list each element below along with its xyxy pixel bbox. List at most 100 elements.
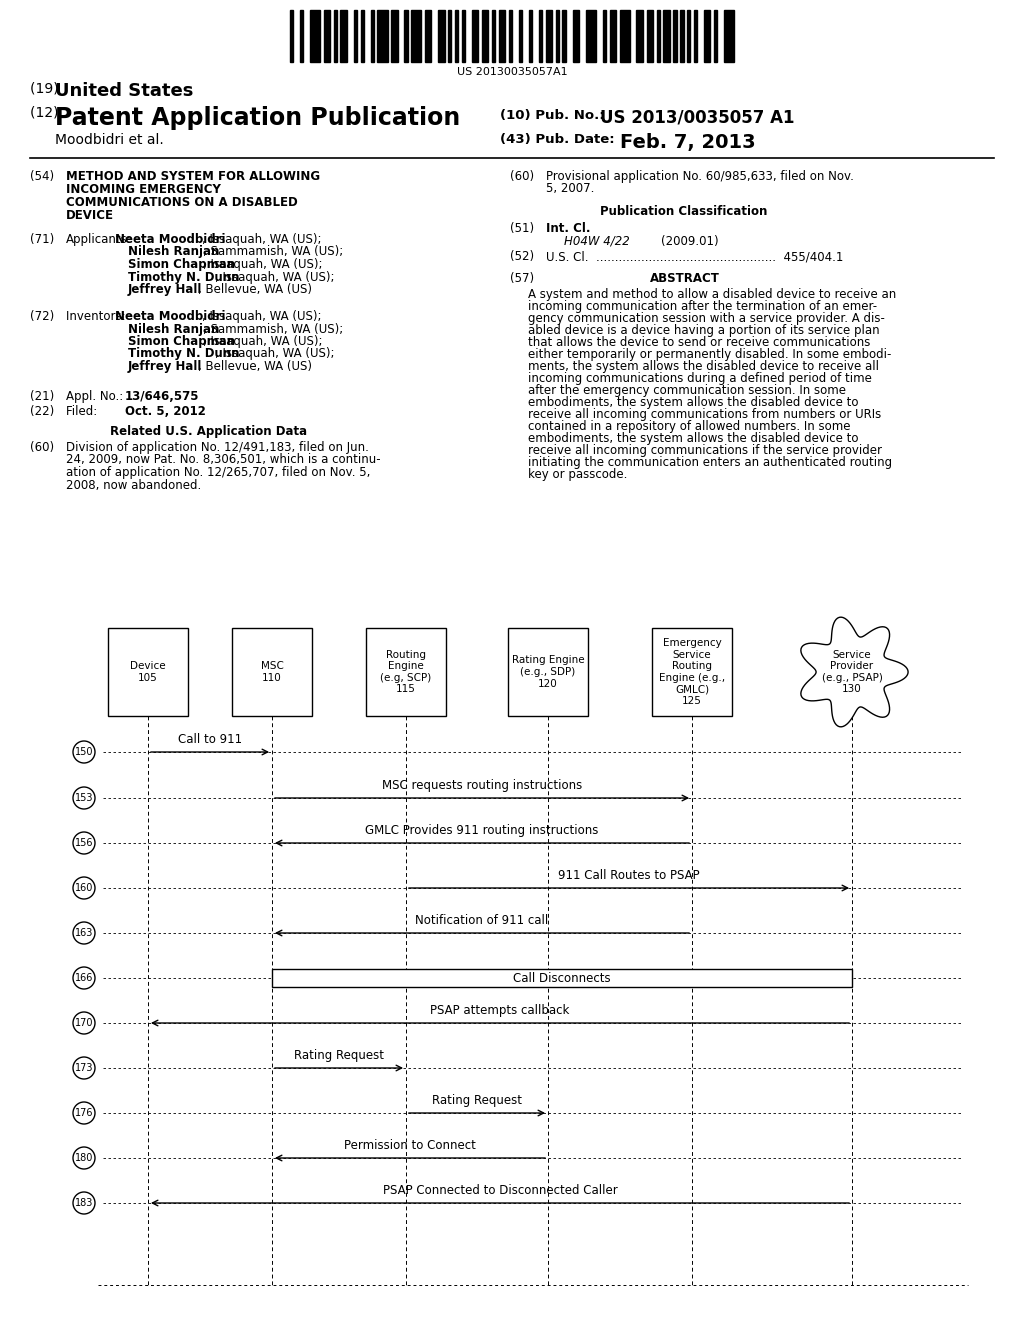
Text: United States: United States xyxy=(55,82,194,100)
Bar xyxy=(371,11,374,62)
Text: after the emergency communication session. In some: after the emergency communication sessio… xyxy=(528,384,846,397)
Circle shape xyxy=(73,832,95,854)
Bar xyxy=(472,11,478,62)
Text: Simon Chapman: Simon Chapman xyxy=(128,335,236,348)
Text: Filed:: Filed: xyxy=(66,405,120,418)
Text: Applicants:: Applicants: xyxy=(66,234,132,246)
Bar xyxy=(310,11,321,62)
Bar xyxy=(492,11,496,62)
Text: receive all incoming communications if the service provider: receive all incoming communications if t… xyxy=(528,444,882,457)
Bar xyxy=(366,628,446,715)
Bar xyxy=(539,11,543,62)
Bar xyxy=(693,11,697,62)
Text: Related U.S. Application Data: Related U.S. Application Data xyxy=(110,425,307,438)
Text: 5, 2007.: 5, 2007. xyxy=(546,182,594,195)
Bar xyxy=(714,11,717,62)
Text: 13/646,575: 13/646,575 xyxy=(125,389,200,403)
Text: 2008, now abandoned.: 2008, now abandoned. xyxy=(66,479,202,491)
Bar xyxy=(449,11,452,62)
Bar xyxy=(232,628,312,715)
Bar xyxy=(528,11,532,62)
Bar xyxy=(290,11,293,62)
Bar xyxy=(646,11,653,62)
Text: (52): (52) xyxy=(510,249,535,263)
Text: incoming communication after the termination of an emer-: incoming communication after the termina… xyxy=(528,300,878,313)
Bar xyxy=(425,11,431,62)
Text: U.S. Cl.  ................................................  455/404.1: U.S. Cl. ...............................… xyxy=(546,249,844,263)
Text: (2009.01): (2009.01) xyxy=(662,235,719,248)
Circle shape xyxy=(73,1057,95,1078)
Text: Neeta Moodbidri: Neeta Moodbidri xyxy=(115,310,225,323)
Text: 911 Call Routes to PSAP: 911 Call Routes to PSAP xyxy=(558,869,699,882)
Text: embodiments, the system allows the disabled device to: embodiments, the system allows the disab… xyxy=(528,432,858,445)
Bar xyxy=(455,11,458,62)
Bar xyxy=(300,11,303,62)
Circle shape xyxy=(73,1192,95,1214)
Text: gency communication session with a service provider. A dis-: gency communication session with a servi… xyxy=(528,312,885,325)
Circle shape xyxy=(73,1102,95,1125)
Text: (10) Pub. No.:: (10) Pub. No.: xyxy=(500,110,604,121)
Text: 180: 180 xyxy=(75,1152,93,1163)
Text: Moodbidri et al.: Moodbidri et al. xyxy=(55,133,164,147)
Text: PSAP attempts callback: PSAP attempts callback xyxy=(430,1005,569,1016)
Bar xyxy=(603,11,606,62)
Text: Patent Application Publication: Patent Application Publication xyxy=(55,106,460,129)
Text: Jeffrey Hall: Jeffrey Hall xyxy=(128,360,203,374)
Text: (22): (22) xyxy=(30,405,54,418)
Text: ments, the system allows the disabled device to receive all: ments, the system allows the disabled de… xyxy=(528,360,879,374)
Text: Simon Chapman: Simon Chapman xyxy=(128,257,236,271)
Text: (21): (21) xyxy=(30,389,54,403)
Text: Oct. 5, 2012: Oct. 5, 2012 xyxy=(125,405,206,418)
Bar xyxy=(680,11,684,62)
Bar xyxy=(499,11,505,62)
Text: , Issaquah, WA (US);: , Issaquah, WA (US); xyxy=(215,347,335,360)
Circle shape xyxy=(73,1147,95,1170)
Text: 170: 170 xyxy=(75,1018,93,1028)
Text: Int. Cl.: Int. Cl. xyxy=(546,222,591,235)
Text: key or passcode.: key or passcode. xyxy=(528,469,628,480)
Circle shape xyxy=(73,921,95,944)
Text: COMMUNICATIONS ON A DISABLED: COMMUNICATIONS ON A DISABLED xyxy=(66,195,298,209)
Text: , Bellevue, WA (US): , Bellevue, WA (US) xyxy=(198,282,311,296)
Text: initiating the communication enters an authenticated routing: initiating the communication enters an a… xyxy=(528,455,892,469)
Text: receive all incoming communications from numbers or URIs: receive all incoming communications from… xyxy=(528,408,882,421)
Text: incoming communications during a defined period of time: incoming communications during a defined… xyxy=(528,372,871,385)
Text: (71): (71) xyxy=(30,234,54,246)
Bar xyxy=(546,11,552,62)
Bar xyxy=(334,11,337,62)
Text: 166: 166 xyxy=(75,973,93,983)
Text: (43) Pub. Date:: (43) Pub. Date: xyxy=(500,133,614,147)
Text: (57): (57) xyxy=(510,272,535,285)
Text: A system and method to allow a disabled device to receive an: A system and method to allow a disabled … xyxy=(528,288,896,301)
Bar xyxy=(556,11,559,62)
Bar xyxy=(462,11,465,62)
Text: MSC
110: MSC 110 xyxy=(260,661,284,682)
Text: US 2013/0035057 A1: US 2013/0035057 A1 xyxy=(600,110,795,127)
Bar xyxy=(620,11,630,62)
Text: Provisional application No. 60/985,633, filed on Nov.: Provisional application No. 60/985,633, … xyxy=(546,170,854,183)
Text: ABSTRACT: ABSTRACT xyxy=(650,272,720,285)
Bar xyxy=(703,11,711,62)
Bar xyxy=(572,11,580,62)
Bar xyxy=(674,11,677,62)
Text: 173: 173 xyxy=(75,1063,93,1073)
Text: (72): (72) xyxy=(30,310,54,323)
Text: METHOD AND SYSTEM FOR ALLOWING: METHOD AND SYSTEM FOR ALLOWING xyxy=(66,170,321,183)
Bar xyxy=(637,11,643,62)
Bar xyxy=(340,11,347,62)
Circle shape xyxy=(73,741,95,763)
Text: Rating Engine
(e.g., SDP)
120: Rating Engine (e.g., SDP) 120 xyxy=(512,656,585,689)
Bar xyxy=(609,11,616,62)
Text: 150: 150 xyxy=(75,747,93,756)
Text: Appl. No.:: Appl. No.: xyxy=(66,389,123,403)
Text: (54): (54) xyxy=(30,170,54,183)
Bar xyxy=(687,11,690,62)
Text: Inventors:: Inventors: xyxy=(66,310,133,323)
Text: ation of application No. 12/265,707, filed on Nov. 5,: ation of application No. 12/265,707, fil… xyxy=(66,466,371,479)
Bar xyxy=(324,11,331,62)
Text: , Bellevue, WA (US): , Bellevue, WA (US) xyxy=(198,360,311,374)
Circle shape xyxy=(73,1012,95,1034)
Bar xyxy=(391,11,397,62)
Bar xyxy=(652,628,732,715)
Bar xyxy=(508,628,588,715)
